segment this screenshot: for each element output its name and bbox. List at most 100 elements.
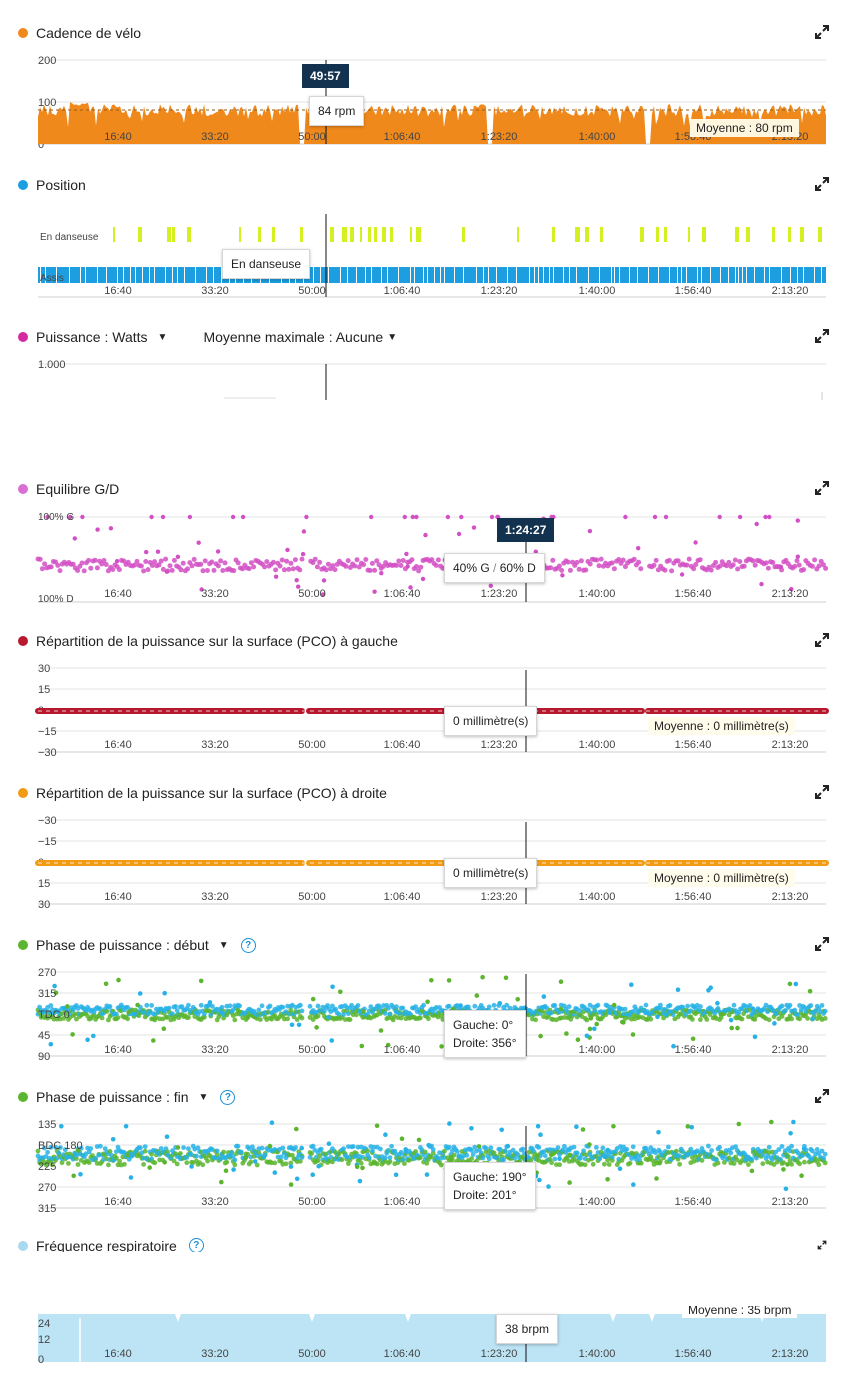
right-point	[574, 1150, 580, 1156]
chevron-down-icon[interactable]: ▼	[198, 1091, 209, 1103]
phase-end-title[interactable]: Phase de puissance : fin	[36, 1089, 189, 1105]
right-point	[421, 1002, 426, 1008]
outlier-point	[329, 1038, 335, 1043]
seat-gap	[686, 267, 687, 283]
power-panel: Puissance : Watts ▼ Moyenne maximale : A…	[0, 326, 868, 406]
expand-icon[interactable]	[814, 176, 830, 192]
time-badge: 1:24:27	[497, 518, 555, 542]
balance-chart[interactable]: 100% G 100% D 16:40 33:20 50:00 1:06:40 1:23…	[0, 478, 868, 608]
pco-left-chart[interactable]: 30 15 0 −15 −30 16:4033:2050:001:06:401:…	[0, 630, 868, 760]
balance-point	[132, 562, 138, 568]
expand-icon[interactable]	[814, 328, 830, 344]
stand-segment	[368, 227, 371, 242]
left-point	[186, 1015, 191, 1020]
balance-point	[400, 558, 406, 563]
left-point	[315, 1158, 321, 1163]
balance-point	[248, 560, 254, 566]
outlier-point	[354, 1164, 360, 1170]
power-chart[interactable]: 1.000	[0, 326, 868, 406]
seat-gap	[781, 267, 782, 283]
outlier-point	[424, 1172, 430, 1177]
balance-point	[277, 563, 283, 569]
balance-point	[138, 563, 144, 569]
right-point	[325, 1003, 330, 1008]
balance-outlier	[160, 514, 166, 520]
max-average-dropdown[interactable]: Moyenne maximale : Aucune ▼	[203, 329, 397, 345]
left-point	[272, 1160, 278, 1166]
right-point	[658, 1002, 663, 1008]
chevron-down-icon[interactable]: ▼	[157, 331, 168, 343]
right-point	[688, 1146, 694, 1152]
left-point	[125, 1016, 130, 1022]
seat-gap	[764, 267, 765, 283]
right-point	[382, 1155, 388, 1161]
position-tooltip: En danseuse	[222, 249, 311, 279]
expand-icon[interactable]	[814, 1240, 830, 1250]
right-point	[318, 1146, 324, 1152]
balance-outlier	[789, 586, 794, 592]
outlier-point	[314, 1025, 319, 1030]
balance-outlier	[471, 525, 477, 530]
y-tick: 1.000	[38, 359, 66, 371]
left-point	[66, 1161, 71, 1166]
balance-outlier	[410, 514, 415, 520]
left-point	[699, 1158, 705, 1163]
outlier-point	[799, 1173, 804, 1178]
right-point	[685, 1003, 690, 1009]
right-point	[293, 1145, 298, 1150]
outlier-point	[385, 1042, 391, 1048]
outlier-point	[503, 975, 509, 981]
phase-end-chart[interactable]: 135 BDC 180 225 270 315 16:40 33:20 50:00 1…	[0, 1086, 868, 1216]
expand-icon[interactable]	[814, 784, 830, 800]
seat-gap	[569, 267, 570, 283]
right-point	[349, 1002, 354, 1008]
right-point	[336, 1011, 342, 1017]
expand-icon[interactable]	[814, 1088, 830, 1104]
pco-right-chart[interactable]: −30 −15 0 15 30 16:4033:2050:001:06:401:…	[0, 782, 868, 912]
outlier-point	[557, 1156, 562, 1161]
seat-gap	[398, 267, 399, 283]
help-icon[interactable]: ?	[188, 1238, 204, 1252]
position-chart[interactable]: En danseuse Assis 16:40 33:20 50:00 1:06:40…	[0, 174, 868, 304]
right-point	[472, 1144, 478, 1150]
expand-icon[interactable]	[814, 480, 830, 496]
help-icon[interactable]: ?	[240, 937, 256, 953]
outlier-point	[161, 1026, 167, 1031]
resp-chart[interactable]: 24 12 0 16:40 33:20 50:00 1:06:40 1:23:20 1:4…	[0, 1238, 868, 1378]
outlier-point	[269, 1120, 275, 1125]
balance-point	[737, 559, 743, 564]
balance-outlier	[296, 584, 301, 589]
balance-point	[429, 557, 435, 563]
outlier-point	[294, 1176, 300, 1182]
right-point	[600, 1145, 606, 1151]
chevron-down-icon[interactable]: ▼	[218, 939, 229, 951]
right-point	[510, 1147, 516, 1153]
phase-start-chart[interactable]: 270 315 TDC 0 45 90 16:40 33:20 50:00 1:06:…	[0, 934, 868, 1064]
right-point	[808, 1003, 814, 1008]
phase-start-title[interactable]: Phase de puissance : début	[36, 937, 209, 953]
right-point	[195, 1145, 201, 1151]
stand-segment	[374, 227, 377, 242]
seat-gap	[658, 267, 659, 283]
panel-title: Répartition de la puissance sur la surfa…	[18, 782, 387, 804]
outlier-point	[690, 1036, 696, 1042]
balance-outlier	[175, 554, 181, 559]
left-point	[648, 1154, 654, 1160]
balance-point	[79, 560, 85, 566]
balance-point	[631, 556, 637, 562]
outlier-point	[71, 1173, 76, 1179]
seat-gap	[80, 267, 81, 283]
balance-outlier	[795, 518, 800, 523]
stand-segment	[382, 227, 386, 242]
expand-icon[interactable]	[814, 632, 830, 648]
expand-icon[interactable]	[814, 24, 830, 40]
outlier-point	[476, 1144, 482, 1149]
chevron-down-icon[interactable]: ▼	[387, 331, 398, 343]
balance-outlier	[533, 549, 538, 554]
help-icon[interactable]: ?	[220, 1089, 236, 1105]
power-title[interactable]: Puissance : Watts	[36, 329, 148, 345]
right-point	[227, 1003, 233, 1009]
outlier-point	[198, 978, 204, 984]
expand-icon[interactable]	[814, 936, 830, 952]
left-point	[221, 1149, 227, 1155]
